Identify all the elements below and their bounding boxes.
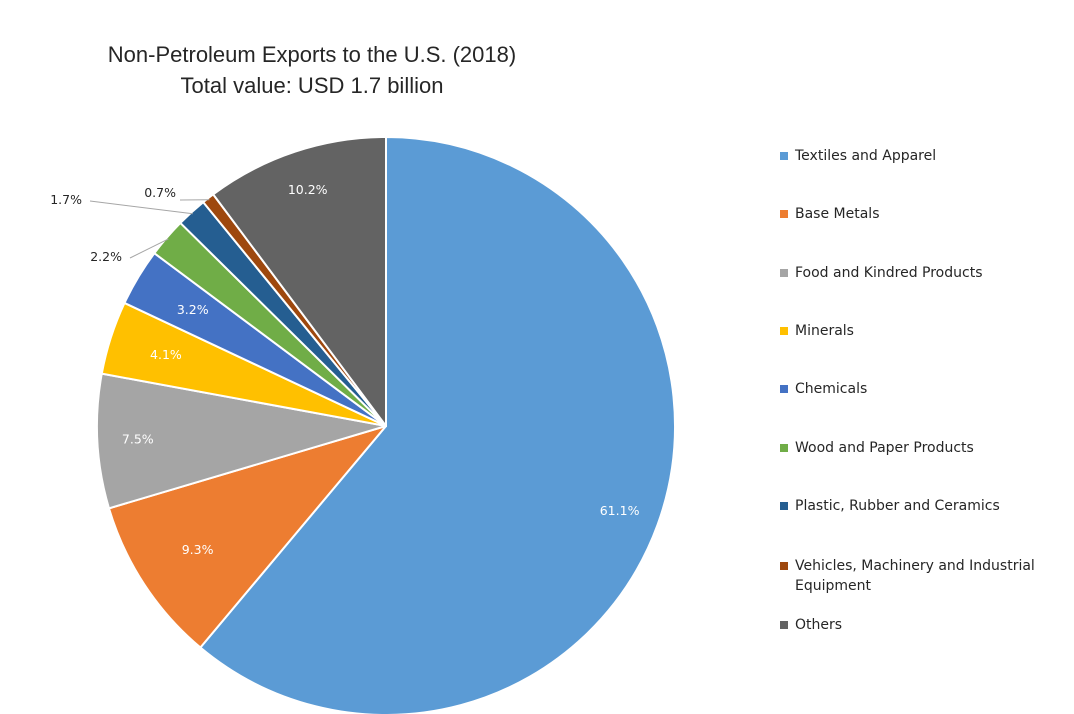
slice-value-label-base-metals: 9.3% bbox=[182, 542, 214, 557]
legend-item-plastic-rubber-and-ceramics: Plastic, Rubber and Ceramics bbox=[780, 496, 1065, 516]
legend-item-minerals: Minerals bbox=[780, 321, 1065, 341]
legend-label: Vehicles, Machinery and Industrial Equip… bbox=[795, 558, 1035, 594]
slice-value-label-textiles-and-apparel: 61.1% bbox=[600, 503, 640, 518]
slice-value-label-minerals: 4.1% bbox=[150, 347, 182, 362]
legend-swatch bbox=[780, 327, 788, 335]
legend-label: Textiles and Apparel bbox=[795, 148, 937, 164]
legend-item-base-metals: Base Metals bbox=[780, 204, 1065, 224]
legend-label: Minerals bbox=[795, 323, 854, 339]
legend-label: Base Metals bbox=[795, 206, 880, 222]
legend-label: Plastic, Rubber and Ceramics bbox=[795, 498, 1000, 514]
legend-swatch bbox=[780, 562, 788, 570]
pie-slice-textiles-and-apparel bbox=[199, 136, 676, 714]
slice-value-label-chemicals: 3.2% bbox=[177, 302, 209, 317]
legend-item-chemicals: Chemicals bbox=[780, 379, 1065, 399]
chart-title: Non-Petroleum Exports to the U.S. (2018) bbox=[108, 42, 516, 67]
pie-slice-others bbox=[212, 136, 387, 427]
legend-label: Wood and Paper Products bbox=[795, 440, 974, 456]
legend-swatch bbox=[780, 502, 788, 510]
legend-swatch bbox=[780, 621, 788, 629]
legend-label: Food and Kindred Products bbox=[795, 265, 983, 281]
legend-label: Chemicals bbox=[795, 381, 868, 397]
legend-swatch bbox=[780, 385, 788, 393]
legend-item-textiles-and-apparel: Textiles and Apparel bbox=[780, 146, 1065, 166]
slice-value-label-food-and-kindred-products: 7.5% bbox=[122, 431, 154, 446]
legend-item-food-and-kindred-products: Food and Kindred Products bbox=[780, 263, 1065, 283]
leader-line-plastic-rubber-and-ceramics bbox=[89, 200, 193, 215]
slice-labels: 61.1% 9.3% 7.5% 4.1% 3.2% 2.2% 1.7% 0.7% 10.2% bbox=[50, 182, 639, 557]
legend-item-wood-and-paper-products: Wood and Paper Products bbox=[780, 438, 1065, 458]
pie-slice-food-and-kindred-products bbox=[96, 372, 387, 510]
slice-value-label-plastic-rubber-and-ceramics: 1.7% bbox=[50, 192, 82, 207]
pie-slices bbox=[96, 136, 676, 714]
legend-swatch bbox=[780, 152, 788, 160]
legend-swatch bbox=[780, 269, 788, 277]
legend-swatch bbox=[780, 210, 788, 218]
leader-line-wood-and-paper-products bbox=[129, 238, 169, 259]
legend-label: Others bbox=[795, 617, 843, 633]
slice-value-label-vehicles-machinery-and-industrial-equipment: 0.7% bbox=[144, 185, 176, 200]
slice-value-label-wood-and-paper-products: 2.2% bbox=[90, 249, 122, 264]
legend-item-vehicles-machinery-and-industrial-equipment: Vehicles, Machinery and Industrial Equip… bbox=[780, 556, 1065, 596]
legend-item-others: Others bbox=[780, 615, 1065, 635]
leader-lines bbox=[89, 199, 210, 259]
legend-swatch bbox=[780, 444, 788, 452]
slice-value-label-others: 10.2% bbox=[288, 182, 328, 197]
chart-subtitle: Total value: USD 1.7 billion bbox=[181, 73, 444, 98]
pie-slice-base-metals bbox=[107, 425, 387, 649]
